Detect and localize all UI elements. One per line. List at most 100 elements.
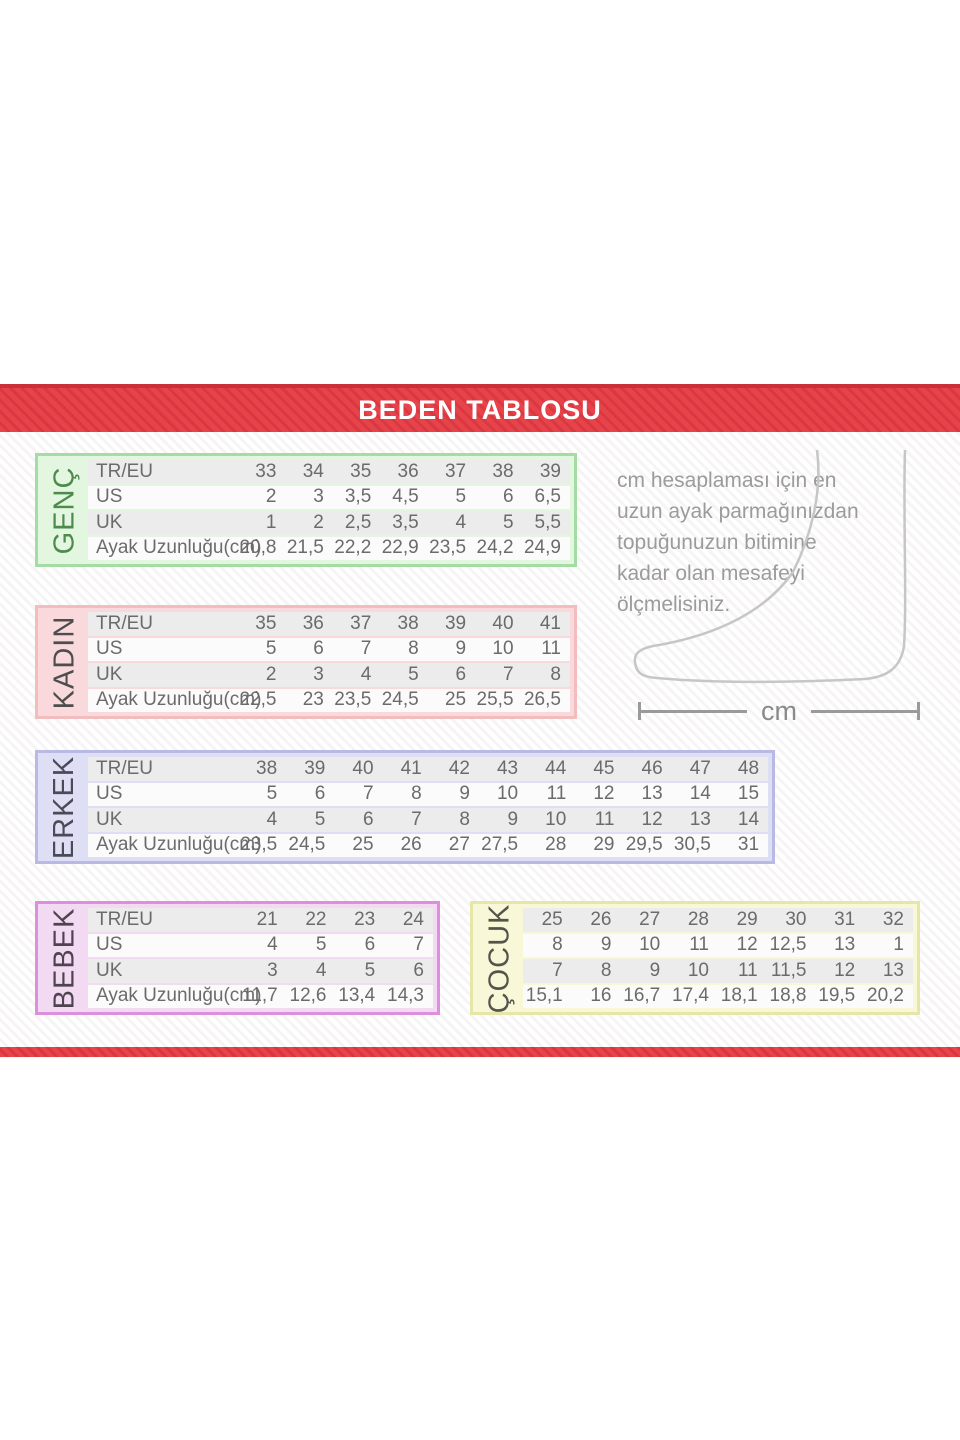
size-cell: 20,2 — [867, 985, 904, 1007]
size-cell: 23 — [302, 689, 324, 711]
size-cell: 6 — [455, 663, 467, 685]
table-row: 7 8 9 10 11 11,5 12 13 — [523, 959, 913, 983]
size-cell: 11,5 — [770, 959, 807, 981]
table-rows: 25 26 27 28 29 30 31 32 8 9 10 11 12 12,5 13 1 7 8 9 10 11 11… — [523, 908, 913, 1008]
size-cell: 21,5 — [286, 537, 324, 559]
size-cell: 37 — [350, 612, 372, 634]
size-cell: 45 — [593, 757, 615, 779]
size-cell: 5 — [265, 638, 277, 660]
size-cell: 26 — [400, 834, 422, 856]
table-row: 25 26 27 28 29 30 31 32 — [523, 908, 913, 932]
cm-label: cm — [761, 696, 797, 726]
row-label: TR/EU — [96, 460, 153, 482]
size-cell: 22 — [305, 908, 327, 930]
table-category-label: BEBEK — [42, 907, 88, 1009]
table-row: TR/EU 35 36 37 38 39 40 41 — [88, 612, 570, 636]
size-cell: 23,5 — [429, 537, 467, 559]
size-cell: 44 — [545, 757, 567, 779]
size-cell: 8 — [408, 638, 419, 660]
size-cell: 27,5 — [481, 834, 519, 856]
size-cell: 6 — [413, 959, 424, 981]
size-cell: 25,5 — [476, 689, 514, 711]
size-cell: 12 — [736, 934, 758, 956]
row-label: UK — [96, 511, 123, 533]
size-cell: 4 — [267, 934, 278, 956]
size-cell: 5 — [315, 934, 327, 956]
row-label: UK — [96, 808, 123, 830]
size-cell: 32 — [882, 908, 904, 930]
size-cell: 39 — [444, 612, 467, 634]
row-label: Ayak Uzunluğu(cm) — [96, 985, 262, 1007]
size-cell: 31 — [834, 908, 856, 930]
table-row: UK 3 4 5 6 — [88, 959, 433, 983]
size-cell: 41 — [539, 612, 561, 634]
table-row: Ayak Uzunluğu(cm) 22,5 23 23,5 24,5 25 25,5 26,… — [88, 688, 570, 712]
row-label: UK — [96, 663, 123, 685]
size-cell: 38 — [397, 612, 419, 634]
size-cell: 7 — [552, 959, 563, 981]
size-cell: 23,5 — [240, 834, 278, 856]
size-cell: 48 — [737, 757, 760, 779]
table-row: US 2 3 3,5 4,5 5 6 6,5 — [88, 485, 570, 509]
size-cell: 28 — [687, 908, 709, 930]
size-cell: 35 — [255, 612, 277, 634]
size-cell: 38 — [256, 757, 278, 779]
size-cell: 26 — [590, 908, 612, 930]
size-cell: 18,1 — [720, 985, 758, 1007]
size-cell: 22,5 — [239, 689, 277, 711]
size-cell: 3,5 — [392, 511, 419, 533]
table-label-erkek: ERKEK — [48, 755, 81, 859]
size-cell: 29 — [736, 908, 758, 930]
size-cell: 9 — [507, 808, 519, 830]
size-cell: 22,9 — [381, 537, 419, 559]
size-cell: 43 — [496, 757, 519, 779]
size-cell: 5 — [408, 663, 419, 685]
size-cell: 31 — [737, 834, 760, 856]
size-cell: 4 — [455, 511, 467, 533]
table-row: US 4 5 6 7 — [88, 933, 433, 957]
size-cell: 6 — [362, 808, 374, 830]
cm-measure-line: cm — [638, 696, 920, 726]
size-cell: 18,8 — [769, 985, 807, 1007]
size-cell: 8 — [411, 783, 422, 805]
table-row: TR/EU 21 22 23 24 — [88, 908, 433, 932]
size-cell: 20,8 — [239, 537, 277, 559]
table-row: UK 2 3 4 5 6 7 8 — [88, 663, 570, 687]
size-cell: 9 — [455, 638, 467, 660]
table-category-label: GENÇ — [42, 460, 88, 560]
size-cell: 1 — [265, 511, 277, 533]
size-table-bebek: BEBEK TR/EU 21 22 23 24 US 4 5 6 7 UK 3 4 5 6 Ayak Uzun… — [35, 901, 440, 1015]
size-cell: 9 — [459, 783, 470, 805]
measure-tick-right — [917, 702, 920, 720]
table-row: Ayak Uzunluğu(cm) 23,5 24,5 25 26 27 27,5 28 29 2… — [88, 833, 768, 857]
size-cell: 12,5 — [769, 934, 807, 956]
row-label: US — [96, 486, 123, 508]
table-row: Ayak Uzunluğu(cm) 11,7 12,6 13,4 14,3 — [88, 984, 433, 1008]
table-rows: TR/EU 35 36 37 38 39 40 41 US 5 6 7 8 9 10 11 UK 2 3 4 5 6 7 8 A… — [88, 612, 570, 712]
row-label: US — [96, 783, 123, 805]
table-label-cocuk: ÇOCUK — [483, 903, 516, 1013]
size-cell: 36 — [397, 460, 419, 482]
size-cell: 14 — [737, 808, 760, 830]
row-label: US — [96, 638, 123, 660]
size-cell: 36 — [302, 612, 324, 634]
size-cell: 35 — [350, 460, 372, 482]
size-cell: 6,5 — [534, 486, 561, 508]
size-cell: 11 — [689, 934, 709, 956]
row-label: Ayak Uzunluğu(cm) — [96, 834, 262, 856]
table-category-label: ÇOCUK — [477, 903, 523, 1013]
size-cell: 7 — [413, 934, 424, 956]
row-label: TR/EU — [96, 612, 153, 634]
measure-tick-left — [638, 702, 641, 720]
page-title: BEDEN TABLOSU — [358, 394, 602, 425]
size-cell: 46 — [641, 757, 663, 779]
size-cell: 47 — [689, 757, 711, 779]
size-cell: 3,5 — [344, 486, 372, 508]
table-category-label: ERKEK — [42, 755, 88, 859]
size-cell: 28 — [545, 834, 567, 856]
size-cell: 7 — [502, 663, 514, 685]
size-cell: 16,7 — [623, 985, 661, 1007]
table-row: TR/EU 38 39 40 41 42 43 44 45 46 47 48 — [88, 757, 768, 781]
size-cell: 11 — [546, 783, 567, 805]
table-label-bebek: BEBEK — [48, 907, 81, 1009]
